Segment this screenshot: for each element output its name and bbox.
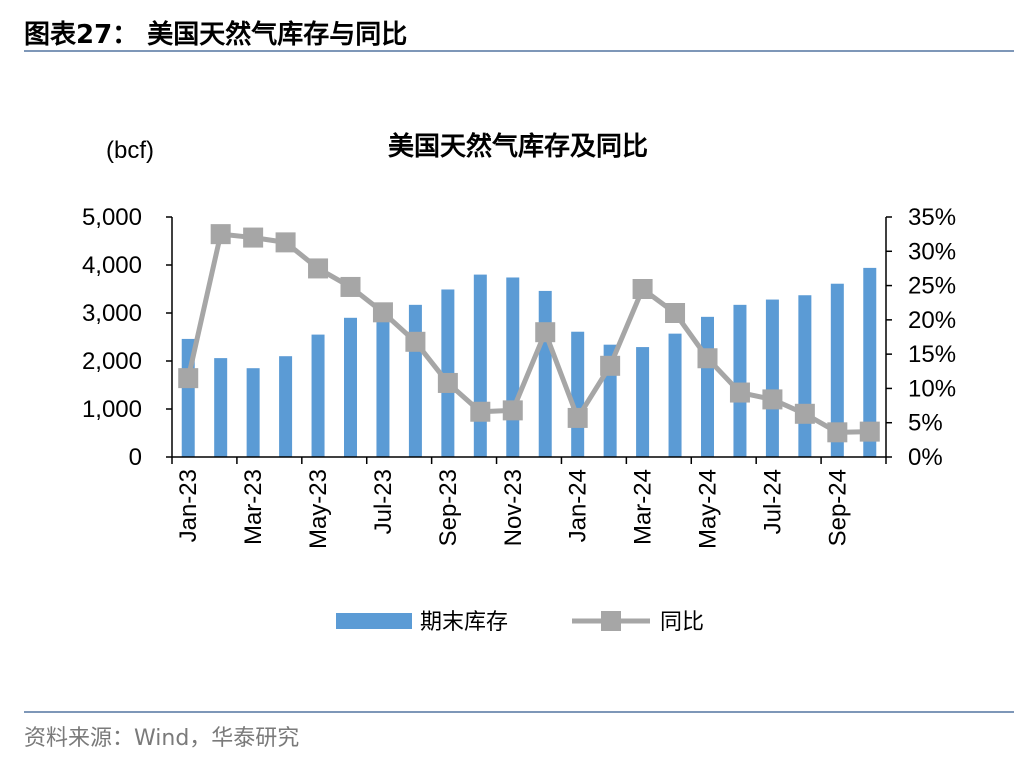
point-May-24: [697, 348, 718, 369]
y-right-tick-label: 0%: [908, 444, 943, 471]
y-left-tick-label: 0: [129, 444, 142, 471]
axes: 0 1,000 2,000 3,000 4,000 5,000 0% 5% 10% 15% 20% 2…: [82, 204, 956, 549]
point-Jan-24: [567, 407, 588, 428]
bar-Apr-23: [279, 356, 293, 457]
y-right-tick-label: 20%: [908, 307, 956, 334]
bar-Nov-23: [506, 277, 520, 457]
bar-Sep-24: [830, 283, 844, 457]
y-right-tick-label: 25%: [908, 273, 956, 300]
line-yoy: [185, 231, 870, 435]
point-Jun-23: [340, 276, 361, 297]
y-left-tick-label: 3,000: [82, 300, 142, 327]
point-Feb-24: [600, 355, 621, 376]
point-Dec-23: [535, 322, 556, 343]
x-tick-label: Sep-23: [435, 469, 462, 546]
y-right-tick-label: 5%: [908, 410, 943, 437]
point-Jun-24: [729, 382, 750, 403]
point-Sep-23: [437, 372, 458, 393]
y-left-tick-label: 4,000: [82, 252, 142, 279]
x-tick-label: Nov-23: [500, 469, 527, 546]
point-Jul-24: [762, 389, 783, 410]
bar-Jan-24: [571, 331, 585, 457]
point-Oct-23: [470, 401, 491, 422]
legend-line-marker: [601, 611, 621, 631]
figure-title: 图表27： 美国天然气库存与同比: [24, 20, 408, 50]
legend-line-label: 同比: [660, 610, 704, 635]
point-Apr-24: [665, 303, 686, 323]
point-Aug-23: [405, 331, 426, 352]
y-right-tick-label: 10%: [908, 375, 956, 402]
bar-Apr-24: [668, 333, 682, 457]
legend: 期末库存 同比: [336, 610, 704, 635]
legend-bar-label: 期末库存: [420, 610, 508, 635]
x-tick-label: Jan-24: [565, 469, 592, 542]
bar-Oct-24: [863, 267, 877, 457]
bar-Jun-23: [344, 317, 357, 457]
footer-rule: [24, 711, 1014, 713]
x-tick-label: Sep-24: [824, 469, 851, 546]
y-left-tick-label: 1,000: [82, 396, 142, 423]
y-left-tick-label: 5,000: [82, 204, 142, 231]
point-Jan-23: [178, 368, 199, 389]
bar-Aug-24: [798, 295, 812, 457]
bar-series: [181, 267, 877, 457]
bar-May-23: [311, 334, 325, 457]
line-series: [178, 224, 880, 443]
point-Mar-23: [243, 227, 264, 248]
bar-Jun-24: [733, 304, 747, 457]
y-right-tick-label: 30%: [908, 238, 956, 265]
y-left-tick-label: 2,000: [82, 348, 142, 375]
legend-bar-swatch: [336, 613, 412, 629]
point-Mar-24: [632, 279, 653, 299]
point-May-23: [308, 258, 329, 279]
x-tick-label: Jul-23: [370, 469, 397, 534]
point-Aug-24: [794, 403, 815, 424]
point-Nov-23: [502, 400, 523, 421]
x-tick-label: Jan-23: [175, 469, 202, 542]
x-tick-label: May-24: [695, 469, 722, 549]
bar-May-24: [701, 316, 714, 457]
point-Oct-24: [859, 421, 880, 442]
x-tick-label: Jul-24: [759, 469, 786, 534]
bar-Feb-23: [214, 358, 228, 457]
x-tick-label: Mar-24: [630, 469, 657, 545]
y-right-tick-label: 15%: [908, 341, 956, 368]
point-Sep-24: [827, 422, 848, 443]
chart-title: 美国天然气库存及同比: [388, 131, 648, 162]
x-tick-label: May-23: [305, 469, 332, 549]
source-note: 资料来源：Wind，华泰研究: [24, 726, 300, 751]
header-rule: [24, 50, 1014, 52]
bar-Jul-23: [376, 313, 390, 457]
point-Feb-23: [210, 224, 231, 245]
bar-Mar-24: [636, 347, 650, 457]
bar-Mar-23: [246, 368, 260, 457]
point-Jul-23: [372, 302, 393, 323]
bar-Oct-23: [473, 274, 487, 457]
x-tick-label: Mar-23: [240, 469, 267, 545]
bar-Dec-23: [538, 290, 552, 457]
point-Apr-23: [275, 232, 296, 253]
unit-label: (bcf): [106, 137, 154, 164]
bar-Aug-23: [408, 304, 422, 457]
bar-Jul-24: [765, 299, 779, 457]
y-right-tick-label: 35%: [908, 204, 956, 231]
